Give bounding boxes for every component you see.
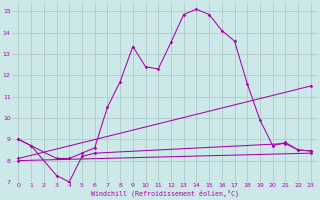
X-axis label: Windchill (Refroidissement éolien,°C): Windchill (Refroidissement éolien,°C) — [91, 190, 239, 197]
